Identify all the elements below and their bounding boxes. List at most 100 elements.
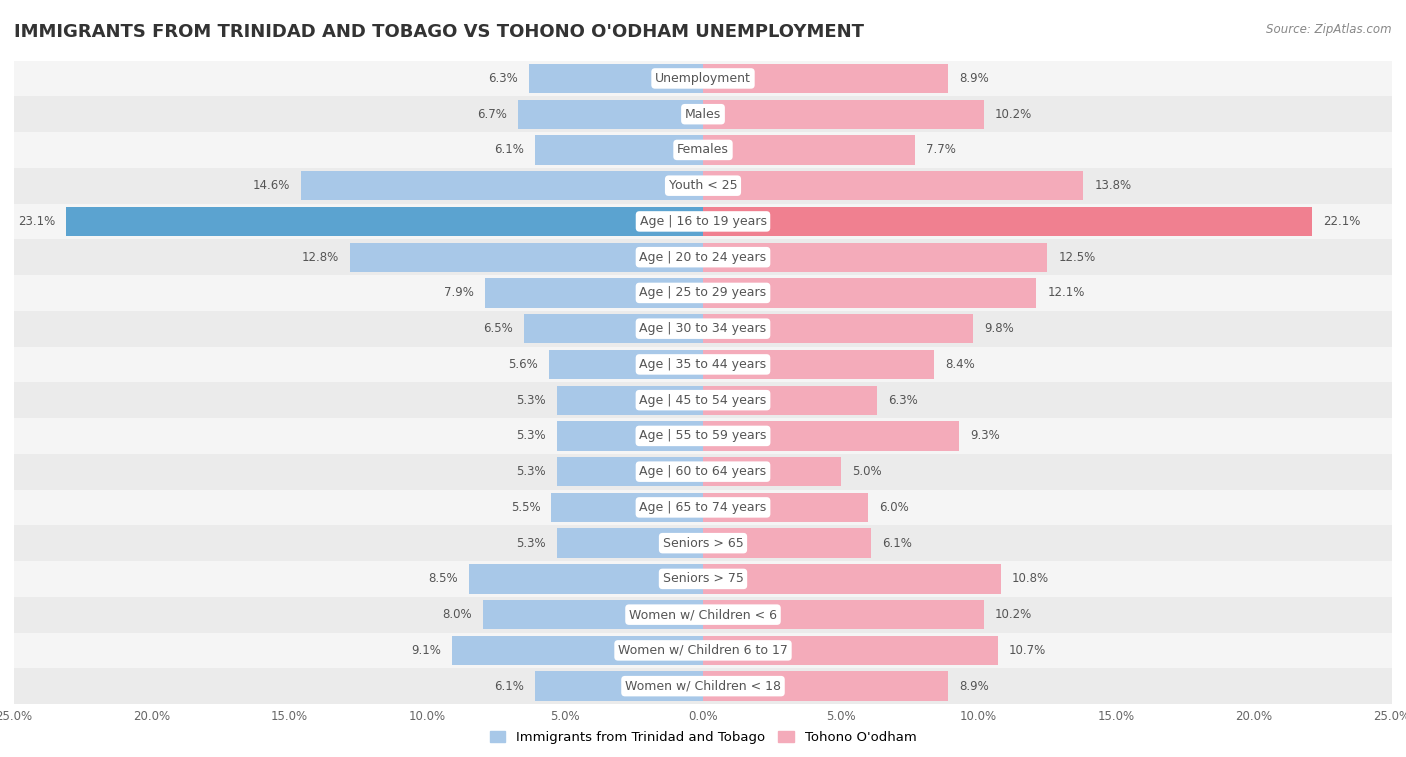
Text: Age | 25 to 29 years: Age | 25 to 29 years <box>640 286 766 300</box>
Bar <box>703 350 935 379</box>
Text: 8.9%: 8.9% <box>959 72 988 85</box>
Text: 5.0%: 5.0% <box>852 465 882 478</box>
Text: 10.2%: 10.2% <box>995 608 1032 621</box>
Bar <box>534 671 703 701</box>
Bar <box>703 457 841 486</box>
Text: 22.1%: 22.1% <box>1323 215 1361 228</box>
Bar <box>14 418 1392 453</box>
Text: 6.7%: 6.7% <box>478 107 508 120</box>
Bar <box>530 64 703 93</box>
Text: 5.6%: 5.6% <box>508 358 537 371</box>
Text: Age | 65 to 74 years: Age | 65 to 74 years <box>640 501 766 514</box>
Bar <box>14 168 1392 204</box>
Bar <box>703 99 984 129</box>
Bar <box>14 561 1392 597</box>
Bar <box>485 279 703 307</box>
Bar <box>557 385 703 415</box>
Bar <box>557 421 703 450</box>
Text: Women w/ Children < 18: Women w/ Children < 18 <box>626 680 780 693</box>
Bar <box>14 668 1392 704</box>
Text: 23.1%: 23.1% <box>18 215 55 228</box>
Text: 12.8%: 12.8% <box>302 251 339 263</box>
Text: Age | 60 to 64 years: Age | 60 to 64 years <box>640 465 766 478</box>
Text: 6.5%: 6.5% <box>484 322 513 335</box>
Text: 5.3%: 5.3% <box>516 537 546 550</box>
Text: 7.9%: 7.9% <box>444 286 474 300</box>
Bar <box>14 597 1392 633</box>
Bar <box>14 96 1392 132</box>
Bar <box>703 171 1083 201</box>
Bar <box>551 493 703 522</box>
Bar <box>534 136 703 164</box>
Bar <box>14 275 1392 311</box>
Bar <box>703 636 998 665</box>
Text: Women w/ Children < 6: Women w/ Children < 6 <box>628 608 778 621</box>
Bar <box>14 525 1392 561</box>
Text: 5.3%: 5.3% <box>516 429 546 442</box>
Bar <box>350 242 703 272</box>
Text: 8.0%: 8.0% <box>441 608 471 621</box>
Bar <box>703 64 948 93</box>
Text: 8.9%: 8.9% <box>959 680 988 693</box>
Bar <box>14 453 1392 490</box>
Text: 9.3%: 9.3% <box>970 429 1000 442</box>
Bar <box>14 132 1392 168</box>
Bar <box>703 564 1001 593</box>
Bar <box>14 347 1392 382</box>
Text: Age | 55 to 59 years: Age | 55 to 59 years <box>640 429 766 442</box>
Bar <box>14 61 1392 96</box>
Bar <box>703 385 876 415</box>
Text: Youth < 25: Youth < 25 <box>669 179 737 192</box>
Bar <box>703 421 959 450</box>
Text: 8.4%: 8.4% <box>945 358 976 371</box>
Text: Age | 30 to 34 years: Age | 30 to 34 years <box>640 322 766 335</box>
Bar <box>703 242 1047 272</box>
Text: 10.2%: 10.2% <box>995 107 1032 120</box>
Text: 6.1%: 6.1% <box>494 680 524 693</box>
Bar <box>703 207 1312 236</box>
Text: Age | 16 to 19 years: Age | 16 to 19 years <box>640 215 766 228</box>
Bar <box>703 600 984 629</box>
Text: 6.3%: 6.3% <box>489 72 519 85</box>
Bar <box>453 636 703 665</box>
Bar <box>14 239 1392 275</box>
Bar <box>66 207 703 236</box>
Bar <box>482 600 703 629</box>
Legend: Immigrants from Trinidad and Tobago, Tohono O'odham: Immigrants from Trinidad and Tobago, Toh… <box>484 725 922 749</box>
Text: 14.6%: 14.6% <box>252 179 290 192</box>
Bar <box>14 633 1392 668</box>
Text: 9.1%: 9.1% <box>412 644 441 657</box>
Text: 5.5%: 5.5% <box>510 501 540 514</box>
Bar <box>703 136 915 164</box>
Bar <box>703 279 1036 307</box>
Text: Age | 45 to 54 years: Age | 45 to 54 years <box>640 394 766 407</box>
Text: 12.5%: 12.5% <box>1059 251 1095 263</box>
Text: 5.3%: 5.3% <box>516 394 546 407</box>
Bar <box>301 171 703 201</box>
Text: 12.1%: 12.1% <box>1047 286 1085 300</box>
Text: 8.5%: 8.5% <box>427 572 458 585</box>
Text: 7.7%: 7.7% <box>927 143 956 157</box>
Text: 6.1%: 6.1% <box>494 143 524 157</box>
Text: 10.7%: 10.7% <box>1010 644 1046 657</box>
Text: 6.1%: 6.1% <box>882 537 912 550</box>
Bar <box>703 671 948 701</box>
Text: 10.8%: 10.8% <box>1012 572 1049 585</box>
Bar <box>557 528 703 558</box>
Text: 5.3%: 5.3% <box>516 465 546 478</box>
Bar <box>557 457 703 486</box>
Text: Source: ZipAtlas.com: Source: ZipAtlas.com <box>1267 23 1392 36</box>
Bar <box>524 314 703 344</box>
Bar <box>703 314 973 344</box>
Text: 6.3%: 6.3% <box>887 394 917 407</box>
Bar <box>14 204 1392 239</box>
Text: Males: Males <box>685 107 721 120</box>
Text: Age | 20 to 24 years: Age | 20 to 24 years <box>640 251 766 263</box>
Text: Females: Females <box>678 143 728 157</box>
Bar <box>548 350 703 379</box>
Text: 13.8%: 13.8% <box>1094 179 1132 192</box>
Bar <box>703 528 872 558</box>
Bar <box>14 382 1392 418</box>
Text: Unemployment: Unemployment <box>655 72 751 85</box>
Text: Women w/ Children 6 to 17: Women w/ Children 6 to 17 <box>619 644 787 657</box>
